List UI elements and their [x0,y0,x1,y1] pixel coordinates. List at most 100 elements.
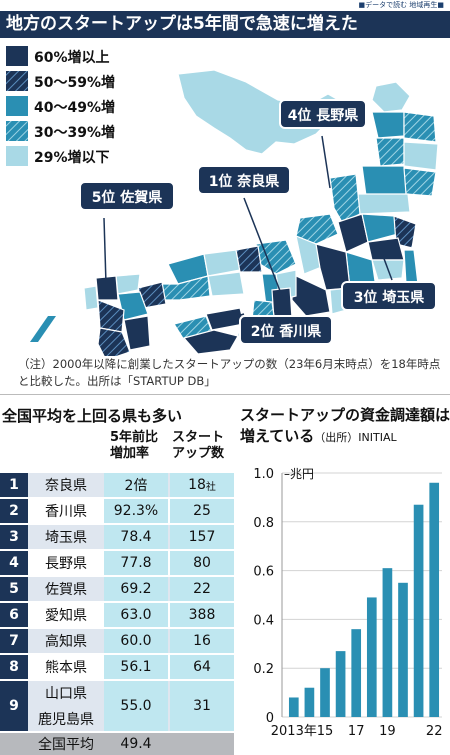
rank-badge: 7 [0,629,28,653]
x-tick-label: 15 [317,724,334,739]
startup-count: 64 [170,655,234,679]
chart-title-text: スタートアップの資金調達額は増えている [240,406,450,445]
table-row: 3 埼玉県 78.4 157 [0,525,234,549]
startup-count: 80 [170,551,234,575]
startup-count: 18 社 [170,473,234,497]
series-tag: ■データで読む 地域再生■ [358,1,444,9]
bar-2015 [320,668,330,717]
startup-count: 388 [170,603,234,627]
bar-2013 [288,697,299,717]
prefecture-name: 埼玉県 [45,530,87,546]
okinawa-region [30,316,56,342]
bar-2021 [413,504,424,717]
legend-swatch [6,46,28,66]
y-tick-label: 0 [266,711,274,726]
rank-badge: 5 [0,577,28,601]
rank-badge: 6 [0,603,28,627]
national-average-row: 全国平均 49.4 [0,733,234,755]
y-tick-label: 1.0 [253,467,274,482]
legend-label: 29%増以下 [34,149,110,166]
table-title: 全国平均を上回る県も多い [2,407,183,425]
growth-rate: 78.4 [104,525,168,549]
bar-2018 [366,597,377,717]
startup-count: 25 [170,499,234,523]
rank-badge: 2 [0,499,28,523]
col-header-rate-line2: 増加率 [110,446,150,461]
divider [0,394,450,395]
prefecture-name: 佐賀県 [45,582,87,598]
prefecture-name: 熊本県 [45,660,87,676]
funding-bar-chart: 1.0 0.8 0.6 0.4 0.2 0 –兆円 2013年 15 17 19 22 [253,467,443,739]
growth-rate: 60.0 [104,629,168,653]
prefecture-name: 山口県 鹿児島県 [38,686,94,728]
startup-count: 157 [170,525,234,549]
top-bar: ■データで読む 地域再生■ [0,0,450,10]
startup-count: 22 [170,577,234,601]
growth-rate: 63.0 [104,603,168,627]
y-tick-label: 0.4 [253,613,274,628]
callout-nara-label: 1位 奈良県 [209,173,280,190]
prefecture-name: 香川県 [45,504,87,520]
map-note: （注）2000年以降に創業したスタートアップの数（23年6月末時点）を18年時点… [18,357,441,388]
bar-2020 [398,582,408,717]
chart-title: スタートアップの資金調達額は増えている（出所）INITIAL [240,405,450,448]
startup-count: 16 [170,629,234,653]
x-tick-label: 17 [348,724,365,739]
growth-rate: 55.0 [104,681,168,731]
tohoku-region [355,81,439,215]
startup-count: 31 [170,681,234,731]
callout-saga-label: 5位 佐賀県 [92,189,163,206]
bar-2014 [304,687,315,717]
callout-kagawa: 2位 香川県 [223,313,333,345]
legend-swatch [6,96,28,116]
legend-label: 50〜59%増 [34,74,115,91]
headline: 地方のスタートアップは5年間で急速に増えた [0,11,450,38]
y-tick-label: 0.6 [253,565,274,580]
col-header-rate: 5年前比 増加率 [110,430,158,462]
table-row: 8 熊本県 56.1 64 [0,655,234,679]
bar-2022 [429,482,440,717]
x-tick-label: 2013年 [271,724,317,739]
col-header-count-line1: スタート [172,430,225,445]
bar-2017 [351,629,362,717]
y-tick-label: 0.8 [253,516,274,531]
bar-2019 [382,568,393,717]
hokkaido-region [177,69,343,155]
unit-label: –兆円 [284,467,314,481]
col-header-count: スタート アップ数 [172,430,224,462]
prefecture-name: 愛知県 [45,608,87,624]
map-legend: 60%増以上 50〜59%増 40〜49%増 30〜39%増 29%増以下 [6,46,115,166]
rank-badge: 4 [0,551,28,575]
callout-nagano-label: 4位 長野県 [288,107,359,124]
legend-label: 40〜49%増 [34,99,115,116]
table-row: 5 佐賀県 69.2 22 [0,577,234,601]
x-tick-label: 22 [426,724,443,739]
table-row: 4 長野県 77.8 80 [0,551,234,575]
legend-swatch [6,146,28,166]
rank-badge: 8 [0,655,28,679]
table-row: 7 高知県 60.0 16 [0,629,234,653]
callout-nagano: 4位 長野県 [279,99,367,189]
col-header-rate-line1: 5年前比 [110,430,159,445]
prefecture-name: 奈良県 [45,478,87,494]
table-row: 1 奈良県 2倍 18 社 [0,473,234,497]
callout-saitama-label: 3位 埼玉県 [354,289,425,306]
table-row: 6 愛知県 63.0 388 [0,603,234,627]
legend-label: 30〜39%増 [34,124,115,141]
callout-kagawa-label: 2位 香川県 [251,323,322,340]
average-rate: 49.4 [120,736,152,752]
col-header-count-line2: アップ数 [172,446,225,461]
japan-map: 60%増以上 50〜59%増 40〜49%増 30〜39%増 29%増以下 4位 長野県… [6,46,439,356]
chart-source: （出所）INITIAL [314,431,397,444]
x-tick-label: 19 [379,724,396,739]
kyushu-region [83,273,151,356]
bar-2016 [335,651,346,717]
growth-rate: 56.1 [104,655,168,679]
table-row: 2 香川県 92.3% 25 [0,499,234,523]
rank-badge: 3 [0,525,28,549]
table-row: 9 山口県 鹿児島県 55.0 31 [0,681,234,731]
growth-rate: 77.8 [104,551,168,575]
prefecture-name: 高知県 [45,634,87,650]
average-label: 全国平均 [38,737,94,753]
prefecture-name: 長野県 [45,556,87,572]
